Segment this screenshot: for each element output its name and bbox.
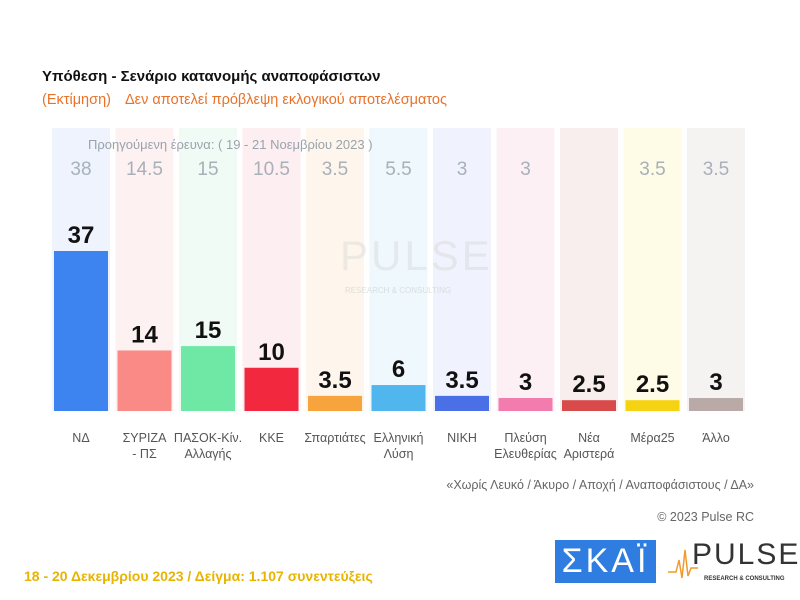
value-label: 14 <box>131 321 158 348</box>
bar <box>498 398 553 411</box>
category-label: ΝΙΚΗ <box>447 431 477 445</box>
previous-value: 5.5 <box>385 159 411 180</box>
column-background <box>623 128 682 411</box>
previous-survey-label: Προηγούμενη έρευνα: ( 19 - 21 Νοεμβρίου … <box>88 137 373 152</box>
category-label: Σπαρτιάτες <box>304 431 365 445</box>
category-label: Πλεύση <box>504 431 546 445</box>
column-background <box>560 128 618 411</box>
chart-subtitle: (Εκτίμηση) Δεν αποτελεί πρόβλεψη εκλογικο… <box>42 92 461 108</box>
value-label: 2.5 <box>572 371 605 398</box>
previous-value: 14.5 <box>126 159 163 180</box>
category-label: ΠΑΣΟΚ-Κίν. <box>174 431 242 445</box>
disclaimer: Δεν αποτελεί πρόβλεψη εκλογικού αποτελέσ… <box>124 92 447 108</box>
bar-chart: 37 38 ΝΔ 14 14.5 ΣΥΡΙΖΑ - ΠΣ 15 15 ΠΑΣΟΚ-Κίν. Αλλα… <box>52 128 745 461</box>
skai-logo: ΣΚΑΪ <box>555 540 656 583</box>
category-label: Λύση <box>384 447 414 461</box>
bar <box>54 251 108 411</box>
category-label: Ελευθερίας <box>494 447 557 461</box>
column-background <box>242 128 301 411</box>
bar <box>181 346 235 411</box>
previous-value: 3.5 <box>322 159 348 180</box>
bar <box>689 398 743 411</box>
bar <box>117 350 172 411</box>
column-background <box>496 128 555 411</box>
column-background <box>433 128 491 411</box>
bar <box>244 367 299 411</box>
previous-value: 10.5 <box>253 159 290 180</box>
category-label: Αλλαγής <box>184 447 231 461</box>
estimate-tag: (Εκτίμηση) <box>42 92 111 108</box>
category-label: ΚΚΕ <box>259 431 284 445</box>
bar <box>562 400 616 411</box>
value-label: 15 <box>195 317 222 344</box>
value-label: 6 <box>392 356 405 383</box>
bar <box>625 400 680 411</box>
previous-value: 3.5 <box>703 159 729 180</box>
category-label: Μέρα25 <box>630 431 674 445</box>
survey-dates-sample: 18 - 20 Δεκεμβρίου 2023 / Δείγμα: 1.107 … <box>24 568 373 584</box>
exclusion-note: «Χωρίς Λευκό / Άκυρο / Αποχή / Αναποφάσι… <box>446 478 754 492</box>
chart-title: Υπόθεση - Σενάριο κατανομής αναποφάσιστω… <box>42 68 381 85</box>
category-label: Άλλο <box>702 431 730 445</box>
pulse-logo: PULSE RESEARCH & CONSULTING <box>668 538 798 588</box>
value-label: 10 <box>258 339 285 366</box>
column-background <box>687 128 745 411</box>
category-label: ΝΔ <box>72 431 89 445</box>
category-label: ΣΥΡΙΖΑ <box>123 431 168 445</box>
pulse-wave-icon <box>668 549 698 579</box>
column-background <box>369 128 428 411</box>
category-label: Νέα <box>578 431 600 445</box>
value-label: 3 <box>519 369 532 396</box>
pulse-watermark-sub: RESEARCH & CONSULTING <box>345 286 452 295</box>
previous-value: 3.5 <box>639 159 665 180</box>
pulse-watermark: PULSE <box>340 232 493 279</box>
category-label: - ΠΣ <box>132 447 157 461</box>
category-label: Ελληνική <box>373 431 423 445</box>
value-label: 3.5 <box>318 367 351 394</box>
previous-value: 3 <box>520 159 531 180</box>
bar <box>371 385 426 411</box>
previous-value: 15 <box>197 159 218 180</box>
copyright: © 2023 Pulse RC <box>657 510 754 524</box>
value-label: 3.5 <box>445 367 478 394</box>
bar <box>435 395 489 411</box>
bar <box>308 395 362 411</box>
previous-value: 3 <box>457 159 468 180</box>
category-label: Αριστερά <box>564 447 615 461</box>
value-label: 37 <box>68 222 95 249</box>
value-label: 2.5 <box>636 371 669 398</box>
column-background <box>306 128 364 411</box>
value-label: 3 <box>709 369 722 396</box>
previous-value: 38 <box>70 159 91 180</box>
